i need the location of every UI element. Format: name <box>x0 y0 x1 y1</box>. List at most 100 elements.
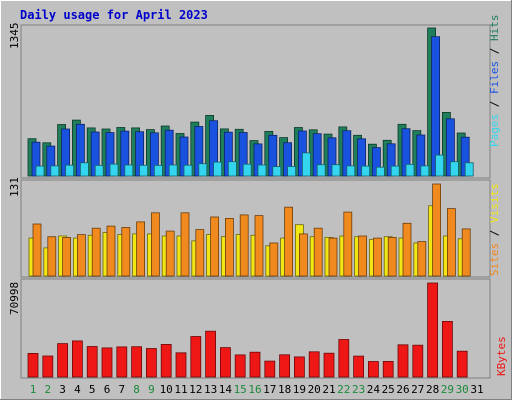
x-tick-label: 26 <box>396 383 409 396</box>
bar-sites-day-15 <box>239 214 249 277</box>
bar-kbytes-day-3 <box>57 343 68 378</box>
bar-pages-day-6 <box>109 163 119 177</box>
y-max-label: 1345 <box>8 23 21 50</box>
bar-pages-day-5 <box>94 164 104 177</box>
x-tick-label: 23 <box>352 383 365 396</box>
bar-pages-day-24 <box>375 166 385 177</box>
bar-kbytes-day-10 <box>160 343 172 378</box>
chart-title: Daily usage for April 2023 <box>20 8 208 22</box>
x-tick-label: 6 <box>104 383 111 396</box>
label-pages: Pages <box>488 114 501 147</box>
label-visits: Visits <box>488 183 501 223</box>
bar-sites-day-5 <box>91 227 101 277</box>
bar-pages-day-25 <box>390 165 400 177</box>
bar-sites-day-9 <box>150 212 160 277</box>
x-tick-label: 16 <box>248 383 261 396</box>
bar-pages-day-10 <box>168 164 178 177</box>
bar-pages-day-30 <box>464 162 474 177</box>
bar-sites-day-11 <box>180 212 190 277</box>
bar-sites-day-30 <box>461 228 471 277</box>
x-tick-label: 20 <box>308 383 321 396</box>
bar-pages-day-19 <box>301 152 311 177</box>
bar-sites-day-12 <box>195 229 205 277</box>
x-tick-label: 9 <box>148 383 155 396</box>
bar-kbytes-day-27 <box>412 344 424 378</box>
bar-pages-day-27 <box>420 165 430 177</box>
bar-kbytes-day-1 <box>27 352 39 378</box>
x-tick-label: 8 <box>133 383 140 396</box>
bar-kbytes-day-22 <box>338 339 350 378</box>
bar-kbytes-day-28 <box>427 282 439 378</box>
right-axis-label: Pages / Files / Hits <box>488 15 501 148</box>
bar-kbytes-day-13 <box>205 330 217 378</box>
bar-sites-day-14 <box>224 217 234 277</box>
bar-kbytes-day-21 <box>323 352 335 378</box>
bar-kbytes-day-7 <box>116 346 128 378</box>
label-sep-1: / <box>488 223 501 243</box>
bar-pages-day-2 <box>50 165 60 177</box>
bar-sites-day-17 <box>269 242 279 277</box>
x-tick-label: 24 <box>367 383 381 396</box>
bar-pages-day-7 <box>124 164 134 177</box>
bar-pages-day-9 <box>153 164 163 177</box>
bar-kbytes-day-6 <box>101 347 113 378</box>
x-tick-label: 12 <box>189 383 202 396</box>
x-tick-label: 4 <box>74 383 81 396</box>
bar-sites-day-19 <box>298 233 308 277</box>
bar-pages-day-4 <box>80 162 89 177</box>
bar-kbytes-day-29 <box>441 320 453 378</box>
bar-kbytes-day-8 <box>131 346 143 378</box>
bar-sites-day-4 <box>77 234 86 277</box>
x-tick-label: 19 <box>293 383 306 396</box>
label-files: Files <box>488 61 501 94</box>
bar-pages-day-8 <box>139 164 149 177</box>
bar-pages-day-18 <box>287 166 297 177</box>
bar-kbytes-day-12 <box>190 336 202 378</box>
bar-pages-day-21 <box>331 164 341 177</box>
bar-kbytes-day-17 <box>264 360 276 378</box>
bar-kbytes-day-25 <box>382 360 394 378</box>
bar-pages-day-1 <box>35 165 45 177</box>
label-sites: Sites <box>488 243 501 276</box>
x-tick-label: 11 <box>174 383 187 396</box>
x-tick-label: 5 <box>89 383 96 396</box>
x-tick-label: 25 <box>382 383 395 396</box>
bar-sites-day-13 <box>210 216 220 277</box>
x-tick-label: 14 <box>219 383 233 396</box>
bar-sites-day-25 <box>387 236 397 277</box>
bar-sites-day-7 <box>121 227 131 277</box>
label-kbytes: KBytes <box>495 336 508 376</box>
bar-pages-day-13 <box>213 161 223 177</box>
bar-sites-day-29 <box>446 208 456 277</box>
bar-pages-day-15 <box>242 163 252 177</box>
bar-sites-day-8 <box>136 221 146 277</box>
bar-kbytes-day-24 <box>367 361 379 378</box>
bar-pages-day-11 <box>183 164 193 177</box>
bar-sites-day-22 <box>343 211 353 277</box>
x-tick-label: 29 <box>441 383 454 396</box>
bar-sites-day-3 <box>62 236 71 277</box>
right-axis-label: KBytes <box>495 336 508 376</box>
x-tick-label: 1 <box>30 383 37 396</box>
bar-sites-day-24 <box>372 237 382 277</box>
x-tick-label: 7 <box>118 383 125 396</box>
bar-pages-day-16 <box>257 164 267 177</box>
bar-sites-day-1 <box>32 223 42 277</box>
bar-pages-day-3 <box>65 164 74 177</box>
x-tick-label: 21 <box>322 383 335 396</box>
x-tick-label: 15 <box>234 383 247 396</box>
bar-pages-day-14 <box>227 161 237 177</box>
bar-kbytes-day-18 <box>279 354 291 378</box>
bar-kbytes-day-30 <box>456 350 468 378</box>
bar-pages-day-22 <box>346 165 356 177</box>
bar-kbytes-day-5 <box>86 346 98 378</box>
bar-kbytes-day-23 <box>353 355 365 378</box>
x-tick-label: 28 <box>426 383 439 396</box>
x-tick-label: 18 <box>278 383 291 396</box>
x-tick-label: 13 <box>204 383 217 396</box>
label-hits: Hits <box>488 15 501 42</box>
x-tick-label: 17 <box>263 383 276 396</box>
label-sep-2: / <box>488 41 501 61</box>
bar-sites-day-20 <box>313 227 323 277</box>
